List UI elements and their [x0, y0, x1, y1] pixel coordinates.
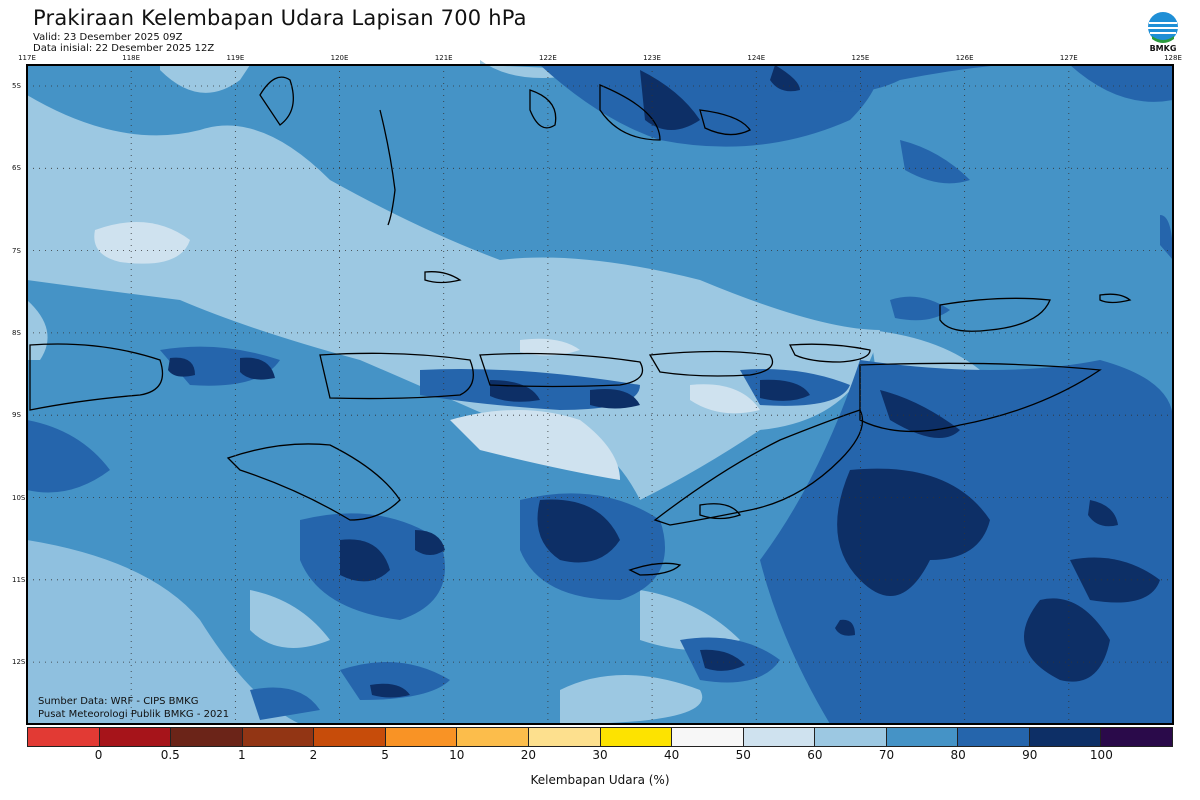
lon-tick-label: 118E [122, 54, 141, 62]
lon-tick-label: 121E [434, 54, 453, 62]
map-title: Prakiraan Kelembapan Udara Lapisan 700 h… [33, 6, 527, 30]
sumbawa-island [319, 352, 474, 400]
colorbar-tick-label: 5 [381, 748, 389, 762]
lon-tick-label: 123E [643, 54, 661, 62]
colorbar-swatch [743, 728, 816, 746]
lat-tick-label: 6S [12, 164, 21, 173]
colorbar-tick-label: 10 [449, 748, 465, 762]
colorbar-swatch [457, 728, 529, 746]
selayar-island [379, 109, 396, 226]
timor-island [653, 409, 864, 526]
lon-tick-label: 122E [539, 54, 557, 62]
colorbar-tick-label: 1 [238, 748, 246, 762]
colorbar-swatch [242, 728, 315, 746]
lon-tick-label: 117E [18, 54, 36, 62]
lat-tick-label: 7S [12, 246, 21, 255]
lat-tick-label: 9S [12, 411, 21, 420]
colorbar-swatch [28, 728, 100, 746]
humidity-60-70-zones [94, 222, 760, 480]
source-credit: Sumber Data: WRF - CIPS BMKG [38, 696, 199, 707]
colorbar-tick-label: 50 [735, 748, 751, 762]
colorbar-swatch [99, 728, 172, 746]
lon-tick-label: 127E [1059, 54, 1078, 62]
lon-tick-label: 126E [955, 54, 974, 62]
lon-tick-label: 119E [226, 54, 245, 62]
colorbar-swatch [528, 728, 601, 746]
colorbar-tick-label: 2 [309, 748, 318, 762]
coastlines [29, 76, 1132, 576]
colorbar-tick-label: 0 [94, 748, 103, 762]
flores-island [479, 352, 644, 388]
bmkg-logo-icon [1148, 12, 1178, 43]
init-time: Data inisial: 22 Desember 2025 12Z [33, 43, 215, 54]
colorbar-swatch [314, 728, 386, 746]
colorbar-swatch [672, 728, 744, 746]
lon-tick-label: 125E [851, 54, 870, 62]
colorbar-swatch [815, 728, 887, 746]
colorbar-tick-label: 60 [807, 748, 823, 762]
lat-lon-grid [27, 65, 1173, 724]
lon-tick-label: 124E [747, 54, 766, 62]
lat-tick-label: 11S [12, 575, 26, 584]
lon-tick-label: 120E [330, 54, 349, 62]
lon-tick-label: 128E [1164, 54, 1182, 62]
colorbar-unit-label: Kelembapan Udara (%) [530, 773, 670, 787]
lat-tick-label: 8S [12, 328, 21, 337]
wetar-island [788, 343, 871, 363]
colorbar-tick-label: 40 [663, 748, 680, 762]
map-frame [26, 64, 1174, 725]
buton-island [529, 89, 557, 129]
colorbar-tick-label: 80 [950, 748, 966, 762]
lat-tick-label: 5S [12, 82, 21, 90]
colorbar-tick-label: 90 [1022, 748, 1038, 762]
valid-time: Valid: 23 Desember 2025 09Z [33, 32, 183, 43]
colorbar-swatch [958, 728, 1030, 746]
babar-island [939, 297, 1051, 332]
timor-leste-sea [859, 362, 1102, 433]
lombok-island [29, 343, 164, 411]
colorbar-swatch [171, 728, 243, 746]
tukangbesi-island [599, 84, 661, 141]
colorbar-swatch [385, 728, 458, 746]
lat-tick-label: 12S [12, 658, 26, 667]
alor-island [648, 350, 774, 377]
colorbar-swatch [1029, 728, 1102, 746]
logo-text: BMKG [1149, 44, 1177, 53]
colorbar-tick-label: 20 [520, 748, 537, 762]
colorbar-swatch [1101, 728, 1172, 746]
colorbar-swatch [600, 728, 673, 746]
lat-tick-label: 10S [12, 493, 26, 502]
colorbar-tick-label: 0.5 [160, 748, 180, 762]
colorbar-tick-label: 70 [878, 748, 895, 762]
colorbar-tick-label: 30 [592, 748, 608, 762]
sumba-island [226, 443, 401, 521]
colorbar-swatch [886, 728, 959, 746]
colorbar [27, 727, 1173, 747]
humidity-95-100-zones [168, 65, 1160, 698]
colorbar-tick-label: 100 [1089, 748, 1113, 762]
center-credit: Pusat Meteorologi Publik BMKG - 2021 [38, 709, 230, 720]
